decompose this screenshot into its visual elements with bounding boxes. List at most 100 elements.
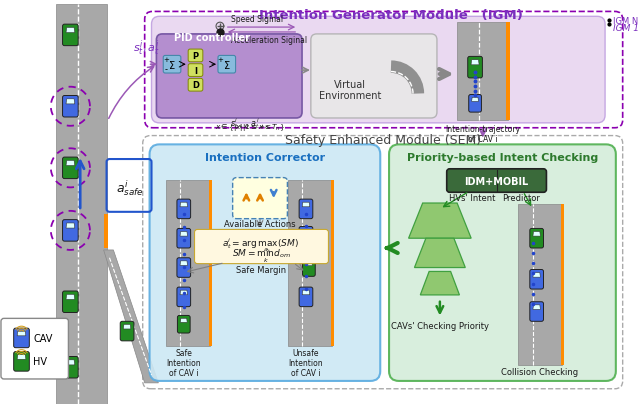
Polygon shape xyxy=(408,204,471,238)
FancyBboxPatch shape xyxy=(195,230,328,264)
FancyBboxPatch shape xyxy=(13,352,29,371)
Bar xyxy=(209,180,212,346)
FancyBboxPatch shape xyxy=(120,321,134,341)
FancyBboxPatch shape xyxy=(530,270,543,289)
Polygon shape xyxy=(302,230,310,235)
FancyBboxPatch shape xyxy=(468,95,481,113)
Text: Unsafe
Intention
of CAV i: Unsafe Intention of CAV i xyxy=(289,348,323,378)
FancyBboxPatch shape xyxy=(299,227,313,247)
FancyBboxPatch shape xyxy=(156,35,302,119)
Polygon shape xyxy=(124,325,131,329)
Text: $\Sigma$: $\Sigma$ xyxy=(223,59,230,71)
Text: Collision Checking: Collision Checking xyxy=(501,367,578,376)
Text: Safe
Intention
of CAV i: Safe Intention of CAV i xyxy=(166,348,201,378)
Text: IDM+MOBIL: IDM+MOBIL xyxy=(465,176,529,186)
FancyBboxPatch shape xyxy=(150,145,380,381)
FancyBboxPatch shape xyxy=(530,302,543,321)
Polygon shape xyxy=(302,203,310,207)
Bar xyxy=(166,180,210,346)
Bar xyxy=(56,4,106,405)
FancyBboxPatch shape xyxy=(63,291,78,313)
FancyBboxPatch shape xyxy=(63,158,78,179)
Polygon shape xyxy=(420,272,460,295)
Text: I: I xyxy=(194,66,197,75)
Text: Virtual
Environment: Virtual Environment xyxy=(319,80,381,101)
FancyBboxPatch shape xyxy=(177,200,191,219)
Bar xyxy=(332,180,334,346)
Bar xyxy=(289,180,332,346)
Polygon shape xyxy=(533,232,540,236)
FancyBboxPatch shape xyxy=(177,288,191,307)
FancyBboxPatch shape xyxy=(188,65,203,77)
Text: HV: HV xyxy=(33,357,47,366)
FancyBboxPatch shape xyxy=(63,96,78,118)
Text: $s^i_t, a^i_t$: $s^i_t, a^i_t$ xyxy=(133,39,160,58)
Text: Intention-trajectory
of CAV i: Intention-trajectory of CAV i xyxy=(445,124,520,144)
Polygon shape xyxy=(180,203,188,207)
Text: IGM 1: IGM 1 xyxy=(613,23,639,32)
Text: D: D xyxy=(192,81,199,90)
FancyBboxPatch shape xyxy=(13,328,29,348)
FancyBboxPatch shape xyxy=(218,56,236,74)
FancyBboxPatch shape xyxy=(188,79,203,92)
Text: CAVs' Checking Priority: CAVs' Checking Priority xyxy=(391,321,489,330)
Polygon shape xyxy=(17,331,26,336)
FancyBboxPatch shape xyxy=(530,229,543,248)
FancyBboxPatch shape xyxy=(63,25,78,47)
Text: +: + xyxy=(217,57,223,63)
FancyBboxPatch shape xyxy=(468,57,483,79)
FancyBboxPatch shape xyxy=(63,357,78,378)
Polygon shape xyxy=(305,262,312,266)
Text: Safety Enhanced Module (SEM): Safety Enhanced Module (SEM) xyxy=(285,133,481,146)
Text: HVs' Intent: HVs' Intent xyxy=(449,194,495,203)
Polygon shape xyxy=(180,290,188,295)
FancyBboxPatch shape xyxy=(188,50,203,63)
Bar xyxy=(104,214,108,248)
FancyBboxPatch shape xyxy=(233,178,287,219)
Polygon shape xyxy=(533,305,540,310)
FancyBboxPatch shape xyxy=(311,35,437,119)
Text: $a^i_t = \arg\max_{a_t}(SM)$: $a^i_t = \arg\max_{a_t}(SM)$ xyxy=(223,236,300,254)
FancyBboxPatch shape xyxy=(299,288,313,307)
FancyBboxPatch shape xyxy=(152,17,605,124)
FancyBboxPatch shape xyxy=(177,229,191,248)
Polygon shape xyxy=(66,161,75,166)
Text: $\Sigma$: $\Sigma$ xyxy=(168,59,176,71)
Polygon shape xyxy=(66,28,75,34)
Text: $a^i_{safe}$: $a^i_{safe}$ xyxy=(116,178,144,198)
Bar xyxy=(458,23,508,121)
Polygon shape xyxy=(180,232,188,236)
FancyBboxPatch shape xyxy=(303,259,316,276)
Polygon shape xyxy=(533,273,540,277)
FancyBboxPatch shape xyxy=(177,316,190,333)
Text: $s^i_{t+x}, a^i_{t+x}$: $s^i_{t+x}, a^i_{t+x}$ xyxy=(230,116,270,130)
FancyBboxPatch shape xyxy=(389,145,616,381)
FancyBboxPatch shape xyxy=(447,169,547,193)
Text: +: + xyxy=(163,57,169,63)
Text: Intention Generator Module   (IGM): Intention Generator Module (IGM) xyxy=(259,9,523,22)
FancyBboxPatch shape xyxy=(163,56,181,74)
Text: CAV: CAV xyxy=(33,333,52,343)
FancyBboxPatch shape xyxy=(177,258,191,278)
Text: IGM N: IGM N xyxy=(613,17,638,26)
Polygon shape xyxy=(302,290,310,295)
Polygon shape xyxy=(104,250,158,383)
Text: $x \in \{|x||1 \leq x \leq T_n\}$: $x \in \{|x||1 \leq x \leq T_n\}$ xyxy=(215,121,285,133)
Text: Available Actions: Available Actions xyxy=(224,219,296,228)
Bar xyxy=(561,204,564,365)
Polygon shape xyxy=(180,319,188,323)
Text: P: P xyxy=(193,52,198,61)
Polygon shape xyxy=(180,261,188,266)
Text: Safe Margin: Safe Margin xyxy=(236,265,286,274)
Text: -: - xyxy=(164,65,168,74)
Polygon shape xyxy=(471,61,479,65)
Text: Speed Siginal: Speed Siginal xyxy=(230,15,283,24)
FancyBboxPatch shape xyxy=(1,319,68,379)
Text: Acceleration Siginal: Acceleration Siginal xyxy=(230,36,307,45)
Polygon shape xyxy=(66,99,75,105)
Polygon shape xyxy=(66,360,75,365)
Text: PID controller: PID controller xyxy=(174,33,250,43)
FancyBboxPatch shape xyxy=(63,220,78,242)
Polygon shape xyxy=(66,223,75,229)
Polygon shape xyxy=(66,294,75,300)
